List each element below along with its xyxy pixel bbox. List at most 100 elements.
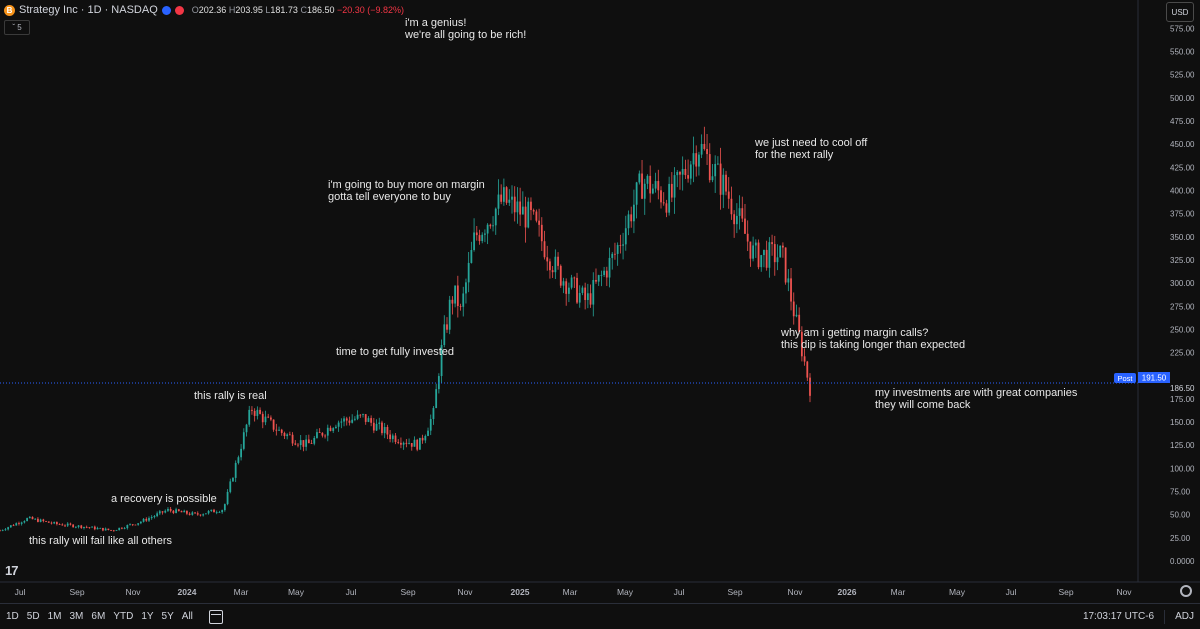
price-axis[interactable]: 575.00 550.00 525.00 500.00 475.00 450.00 425.… [1170,24,1195,566]
tradingview-logo-icon[interactable]: 17 [5,563,19,578]
candle-body [741,208,744,219]
candle-body [226,491,229,505]
symbol-logo-icon[interactable]: B [4,4,15,16]
post-value: 191.50 [1142,374,1167,383]
candle-body [223,504,226,511]
candle-body [405,442,408,444]
candle-body [1,529,4,531]
candle-body [391,435,394,440]
candle-body [110,530,112,531]
gear-icon[interactable] [1180,585,1192,597]
range-button[interactable]: 5Y [161,611,174,622]
candle-body [348,420,351,423]
close-value: 186.50 [306,5,335,15]
candle-body [91,526,94,528]
candle-body [703,143,706,149]
price-tick-label: 525.00 [1170,71,1195,80]
market-status-icon[interactable] [161,5,171,15]
candle-body [321,432,324,436]
range-button[interactable]: 5D [26,611,40,622]
range-button[interactable]: 3M [69,611,84,622]
range-button[interactable]: All [181,611,193,622]
candle-body [359,414,362,416]
divider [1164,609,1166,624]
candle-body [530,201,532,211]
candle-body [643,183,646,199]
candle-body [118,527,121,531]
candle-body [145,518,148,521]
candle-body [614,253,616,255]
range-button[interactable]: YTD [113,611,134,622]
candle-body [183,510,186,513]
candle-body [123,528,126,529]
candle-body [400,442,402,445]
post-value-bg [1138,372,1170,383]
candle-body [727,191,730,199]
candle-body [595,280,597,282]
candle-body [4,529,7,531]
candle-body [532,210,535,212]
currency-button[interactable]: USD [1166,2,1194,22]
candle-body [107,528,110,531]
candle-body [375,423,378,431]
candle-body [516,201,519,213]
candle-body [259,409,261,414]
clock-time[interactable]: 17:03:17 UTC-6 [1082,611,1155,622]
candle-body [668,183,671,213]
candle-body [605,270,608,278]
candle-body [559,265,562,286]
annotation-line: we're all going to be rich! [405,29,527,41]
candle-body [99,527,102,529]
candle-body [7,527,10,530]
candle-body [567,287,570,294]
candle-body [527,201,530,228]
collapse-indicators-button[interactable]: ˇ 5 [4,20,30,35]
candle-body [213,509,215,513]
time-tick-label: Sep [400,587,415,597]
candle-body [768,242,771,268]
candle-body [465,282,467,294]
candle-body [286,434,289,437]
annotation-6: i'm a genius! we're all going to be rich! [405,17,526,41]
candle-body [646,175,649,184]
range-button[interactable]: 1M [47,611,62,622]
annotation-2: a recovery is possible [111,493,217,505]
candle-body [749,241,752,259]
candle-body [700,143,703,155]
candle-body [31,516,34,520]
candle-body [169,508,172,511]
candle-body [394,435,397,442]
time-tick-label: Sep [69,587,84,597]
symbol-title[interactable]: Strategy Inc · 1D · NASDAQ [19,4,158,16]
candle-body [199,514,202,516]
adj-toggle[interactable]: ADJ [1175,611,1194,622]
candle-body [573,277,576,279]
alert-icon[interactable] [174,5,184,15]
range-button[interactable]: 1D [6,611,19,622]
candle-body [627,214,630,229]
candle-body [684,168,687,176]
time-axis[interactable]: Jul Sep Nov 2024 Mar May Jul Sep Nov 2025 Mar May Ju… [15,587,1133,597]
candle-body [657,181,660,191]
candle-body [381,422,383,434]
candle-body [112,530,115,532]
candle-body [456,285,459,307]
candle-body [730,198,733,215]
candle-body [638,173,641,183]
price-tick-label: 25.00 [1170,534,1191,543]
candle-body [248,409,251,425]
candle-body [88,527,91,529]
candle-body [570,277,573,288]
candle-body [37,518,39,522]
candle-body [754,242,757,246]
candle-body [757,242,760,268]
range-button[interactable]: 1Y [141,611,154,622]
calendar-icon[interactable] [208,609,223,624]
range-button[interactable]: 6M [91,611,106,622]
candle-body [624,228,627,245]
candle-body [240,448,243,458]
candle-body [630,214,633,222]
candle-body [451,299,454,304]
candle-body [402,442,405,445]
